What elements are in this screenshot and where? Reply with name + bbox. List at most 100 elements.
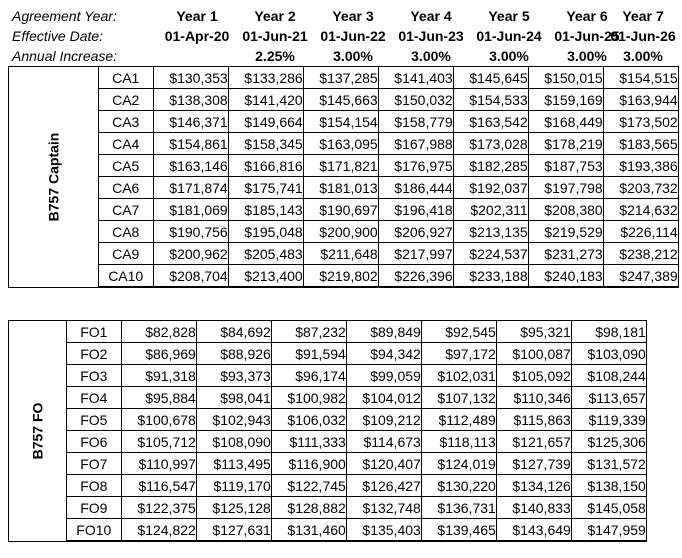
date-header: 01-Jun-23 bbox=[398, 28, 464, 44]
salary-cell: $130,220 bbox=[420, 474, 497, 497]
salary-cell: $119,170 bbox=[195, 474, 272, 497]
salary-cell: $226,114 bbox=[602, 220, 679, 243]
salary-cell: $143,649 bbox=[495, 518, 572, 542]
salary-cell: $147,959 bbox=[570, 518, 647, 542]
position-cell: CA2 bbox=[97, 88, 154, 111]
salary-cell: $181,013 bbox=[302, 176, 379, 199]
salary-cell: $181,069 bbox=[152, 198, 229, 221]
salary-cell: $190,756 bbox=[152, 220, 229, 243]
salary-cell: $193,386 bbox=[602, 154, 679, 177]
salary-cell: $116,900 bbox=[270, 452, 347, 475]
position-cell: FO10 bbox=[65, 518, 122, 542]
salary-cell: $118,113 bbox=[420, 430, 497, 453]
salary-cell: $102,943 bbox=[195, 408, 272, 431]
salary-cell: $96,174 bbox=[270, 364, 347, 387]
year-header: Year 6 bbox=[566, 8, 608, 24]
salary-cell: $95,884 bbox=[120, 386, 197, 409]
agreement-year-row: Agreement Year: Year 1 Year 2 Year 3 Yea… bbox=[0, 6, 682, 26]
salary-cell: $87,232 bbox=[270, 320, 347, 343]
date-header: 01-Jun-22 bbox=[320, 28, 386, 44]
salary-cell: $190,697 bbox=[302, 198, 379, 221]
salary-cell: $139,465 bbox=[420, 518, 497, 542]
salary-cell: $119,339 bbox=[570, 408, 647, 431]
position-cell: FO7 bbox=[65, 452, 122, 475]
salary-cell: $240,183 bbox=[527, 264, 604, 288]
salary-cell: $173,502 bbox=[602, 110, 679, 133]
salary-cell: $211,648 bbox=[302, 242, 379, 265]
table-row: FO3 $91,318 $93,373 $96,174 $99,059 $102,031 $… bbox=[9, 364, 647, 387]
group-label: B757 FO bbox=[29, 402, 46, 460]
salary-cell: $98,181 bbox=[570, 320, 647, 343]
year-header: Year 1 bbox=[176, 8, 218, 24]
date-header: 01-Jun-25 bbox=[554, 28, 620, 44]
position-cell: CA8 bbox=[97, 220, 154, 243]
salary-cell: $202,311 bbox=[452, 198, 529, 221]
table-row: CA4 $154,861 $158,345 $163,095 $167,988 $173,… bbox=[9, 132, 679, 155]
position-cell: FO9 bbox=[65, 496, 122, 519]
table-row: FO6 $105,712 $108,090 $111,333 $114,673 $118,… bbox=[9, 430, 647, 453]
salary-cell: $97,172 bbox=[420, 342, 497, 365]
salary-cell: $206,927 bbox=[377, 220, 454, 243]
salary-cell: $195,048 bbox=[227, 220, 304, 243]
salary-cell: $99,059 bbox=[345, 364, 422, 387]
increase-header: 3.00% bbox=[567, 48, 607, 64]
salary-cell: $125,306 bbox=[570, 430, 647, 453]
date-header: 01-Apr-20 bbox=[164, 28, 230, 44]
position-cell: FO3 bbox=[65, 364, 122, 387]
salary-cell: $132,748 bbox=[345, 496, 422, 519]
increase-header: 3.00% bbox=[623, 48, 663, 64]
group-label: B757 Captain bbox=[45, 132, 62, 222]
position-cell: FO2 bbox=[65, 342, 122, 365]
salary-cell: $91,318 bbox=[120, 364, 197, 387]
salary-cell: $213,400 bbox=[227, 264, 304, 288]
increase-header: 3.00% bbox=[489, 48, 529, 64]
salary-cell: $124,822 bbox=[120, 518, 197, 542]
salary-cell: $208,704 bbox=[152, 264, 229, 288]
salary-cell: $111,333 bbox=[270, 430, 347, 453]
year-header: Year 4 bbox=[410, 8, 452, 24]
position-cell: CA4 bbox=[97, 132, 154, 155]
salary-cell: $145,663 bbox=[302, 88, 379, 111]
salary-cell: $187,753 bbox=[527, 154, 604, 177]
salary-cell: $121,657 bbox=[495, 430, 572, 453]
salary-cell: $146,371 bbox=[152, 110, 229, 133]
salary-cell: $154,861 bbox=[152, 132, 229, 155]
table-row: CA3 $146,371 $149,664 $154,154 $158,779 $163,… bbox=[9, 110, 679, 133]
annual-increase-label: Annual Increase: bbox=[12, 48, 118, 64]
salary-cell: $182,285 bbox=[452, 154, 529, 177]
salary-cell: $128,882 bbox=[270, 496, 347, 519]
salary-cell: $238,212 bbox=[602, 242, 679, 265]
salary-cell: $135,403 bbox=[345, 518, 422, 542]
salary-cell: $116,547 bbox=[120, 474, 197, 497]
salary-cell: $168,449 bbox=[527, 110, 604, 133]
group-label-cell: B757 FO bbox=[8, 320, 67, 542]
salary-cell: $214,632 bbox=[602, 198, 679, 221]
salary-cell: $98,041 bbox=[195, 386, 272, 409]
position-cell: CA5 bbox=[97, 154, 154, 177]
salary-cell: $154,154 bbox=[302, 110, 379, 133]
salary-cell: $141,403 bbox=[377, 66, 454, 89]
salary-cell: $176,975 bbox=[377, 154, 454, 177]
position-cell: CA6 bbox=[97, 176, 154, 199]
salary-cell: $134,126 bbox=[495, 474, 572, 497]
salary-cell: $197,798 bbox=[527, 176, 604, 199]
salary-cell: $163,095 bbox=[302, 132, 379, 155]
salary-cell: $125,128 bbox=[195, 496, 272, 519]
effective-date-row: Effective Date: 01-Apr-20 01-Jun-21 01-J… bbox=[0, 26, 682, 46]
salary-cell: $84,692 bbox=[195, 320, 272, 343]
salary-cell: $171,821 bbox=[302, 154, 379, 177]
salary-cell: $158,779 bbox=[377, 110, 454, 133]
salary-cell: $231,273 bbox=[527, 242, 604, 265]
salary-cell: $219,529 bbox=[527, 220, 604, 243]
position-cell: CA7 bbox=[97, 198, 154, 221]
salary-cell: $136,731 bbox=[420, 496, 497, 519]
salary-cell: $114,673 bbox=[345, 430, 422, 453]
position-cell: CA3 bbox=[97, 110, 154, 133]
salary-cell: $103,090 bbox=[570, 342, 647, 365]
table-row: CA8 $190,756 $195,048 $200,900 $206,927 $213,… bbox=[9, 220, 679, 243]
increase-header: 3.00% bbox=[333, 48, 373, 64]
salary-cell: $154,533 bbox=[452, 88, 529, 111]
salary-cell: $93,373 bbox=[195, 364, 272, 387]
salary-cell: $154,515 bbox=[602, 66, 679, 89]
table-row: CA2 $138,308 $141,420 $145,663 $150,032 $154,… bbox=[9, 88, 679, 111]
